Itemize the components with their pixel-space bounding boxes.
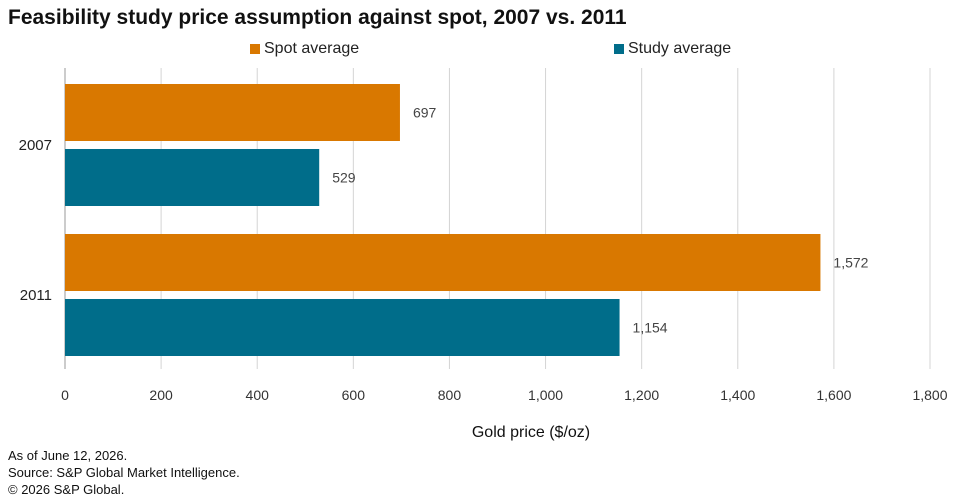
x-axis-title: Gold price ($/oz) bbox=[472, 424, 590, 441]
y-category-label: 2011 bbox=[20, 287, 52, 304]
bar-spot-2011 bbox=[65, 234, 821, 291]
x-tick-label: 200 bbox=[149, 387, 173, 403]
legend: Spot average Study average bbox=[0, 40, 980, 62]
bar-study-2007 bbox=[65, 149, 320, 206]
data-label: 1,572 bbox=[833, 255, 868, 271]
bar-study-2011 bbox=[65, 299, 620, 356]
x-tick-label: 800 bbox=[438, 387, 462, 403]
footer-source: Source: S&P Global Market Intelligence. bbox=[8, 465, 240, 480]
legend-item-study: Study average bbox=[614, 40, 731, 58]
legend-label-spot: Spot average bbox=[264, 40, 360, 57]
legend-item-spot: Spot average bbox=[250, 40, 359, 58]
chart-title: Feasibility study price assumption again… bbox=[8, 6, 627, 29]
legend-label-study: Study average bbox=[628, 40, 732, 57]
x-tick-label: 600 bbox=[342, 387, 366, 403]
data-label: 529 bbox=[332, 170, 356, 186]
x-tick-label: 1,600 bbox=[816, 387, 851, 403]
footer-copyright: © 2026 S&P Global. bbox=[8, 482, 125, 497]
data-label: 1,154 bbox=[633, 320, 668, 336]
x-tick-label: 400 bbox=[246, 387, 270, 403]
legend-swatch-study bbox=[614, 44, 624, 54]
bar-spot-2007 bbox=[65, 84, 400, 141]
footer-date: As of June 12, 2026. bbox=[8, 448, 128, 463]
y-category-label: 2007 bbox=[19, 137, 52, 154]
x-tick-label: 0 bbox=[61, 387, 69, 403]
legend-swatch-spot bbox=[250, 44, 260, 54]
footer-notes: As of June 12, 2026. Source: S&P Global … bbox=[8, 447, 240, 498]
x-tick-label: 1,800 bbox=[912, 387, 947, 403]
x-tick-label: 1,400 bbox=[720, 387, 755, 403]
x-tick-label: 1,000 bbox=[528, 387, 563, 403]
x-tick-label: 1,200 bbox=[624, 387, 659, 403]
data-label: 697 bbox=[413, 105, 437, 121]
